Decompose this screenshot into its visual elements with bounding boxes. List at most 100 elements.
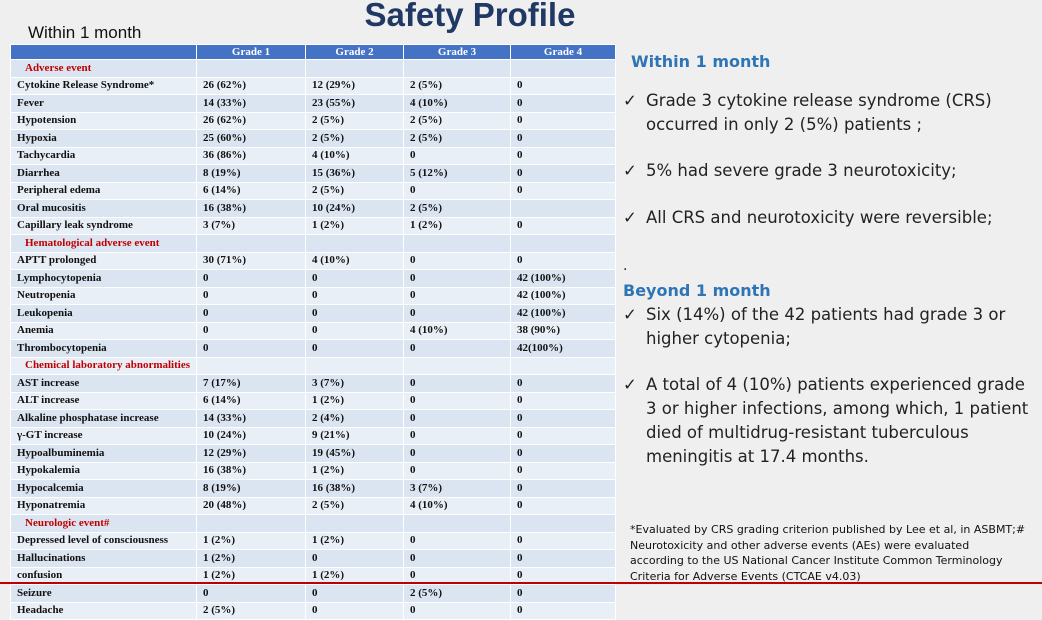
table-cell: 0: [510, 601, 616, 620]
table-cell: 0: [196, 304, 306, 323]
table-cell: 4 (10%): [403, 94, 511, 113]
row-label: γ-GT increase: [10, 426, 197, 445]
row-label: Hypoxia: [10, 129, 197, 148]
table-cell: 3 (7%): [196, 216, 306, 235]
bottom-rule: [0, 582, 1042, 584]
table-cell: 0: [403, 549, 511, 568]
table-cell: 0: [510, 444, 616, 463]
footnote-line: Criteria for Adverse Events (CTCAE v4.03…: [630, 569, 861, 583]
table-row: Hypoalbuminemia 12 (29%) 19 (45%) 0 0: [10, 444, 616, 463]
table-row: Oral mucositis 16 (38%) 10 (24%) 2 (5%): [10, 199, 616, 218]
table-cell: [305, 356, 404, 375]
row-label: ALT increase: [10, 391, 197, 410]
table-cell: 2 (5%): [403, 129, 511, 148]
row-label: Hypoalbuminemia: [10, 444, 197, 463]
table-cell: 0: [305, 584, 404, 603]
table-cell: 0: [403, 391, 511, 410]
section-label: Hematological adverse event: [10, 234, 197, 253]
table-cell: 0: [403, 426, 511, 445]
table-cell: 0: [305, 321, 404, 340]
table-cell: 6 (14%): [196, 391, 306, 410]
table-cell: 42 (100%): [510, 286, 616, 305]
table-cell: 0: [305, 304, 404, 323]
table-row: Fever 14 (33%) 23 (55%) 4 (10%) 0: [10, 94, 616, 113]
table-cell: [403, 356, 511, 375]
table-cell: 0: [305, 269, 404, 288]
check-mark: ✓: [623, 375, 637, 394]
table-cell: [510, 234, 616, 253]
table-cell: 0: [510, 461, 616, 480]
table-cell: 26 (62%): [196, 111, 306, 130]
row-label: Oral mucositis: [10, 199, 197, 218]
table-cell: 1 (2%): [196, 531, 306, 550]
bullet-text: higher cytopenia;: [646, 329, 791, 348]
table-row: Cytokine Release Syndrome* 26 (62%) 12 (29…: [10, 76, 616, 95]
check-mark: ✓: [623, 91, 637, 110]
table-cell: 1 (2%): [305, 531, 404, 550]
table-cell: [196, 59, 306, 78]
table-row: Alkaline phosphatase increase 14 (33%) 2 (…: [10, 409, 616, 428]
bullet-text: A total of 4 (10%) patients experienced …: [646, 375, 1025, 394]
table-cell: 10 (24%): [305, 199, 404, 218]
table-cell: 0: [510, 181, 616, 200]
table-cell: 1 (2%): [305, 566, 404, 585]
table-cell: [305, 234, 404, 253]
table-cell: [403, 59, 511, 78]
table-cell: 0: [403, 374, 511, 393]
table-cell: 25 (60%): [196, 129, 306, 148]
table-row: Hypokalemia 16 (38%) 1 (2%) 0 0: [10, 461, 616, 480]
row-label: Hyponatremia: [10, 496, 197, 515]
table-row: Seizure 0 0 2 (5%) 0: [10, 584, 616, 603]
row-label: Seizure: [10, 584, 197, 603]
table-cell: 0: [510, 216, 616, 235]
table-row: Diarrhea 8 (19%) 15 (36%) 5 (12%) 0: [10, 164, 616, 183]
table-cell: 0: [403, 146, 511, 165]
table-cell: 0: [510, 374, 616, 393]
table-row: Neutropenia 0 0 0 42 (100%): [10, 286, 616, 305]
table-cell: [196, 514, 306, 533]
table-cell: 19 (45%): [305, 444, 404, 463]
table-row: AST increase 7 (17%) 3 (7%) 0 0: [10, 374, 616, 393]
table-cell: 26 (62%): [196, 76, 306, 95]
footnote-line: according to the US National Cancer Inst…: [630, 554, 1003, 567]
table-cell: 9 (21%): [305, 426, 404, 445]
table-cell: [510, 356, 616, 375]
column-header: Grade 3: [403, 44, 511, 60]
table-cell: [510, 514, 616, 533]
table-cell: 7 (17%): [196, 374, 306, 393]
adverse-event-table: Grade 1 Grade 2 Grade 3 Grade 4 Adverse even…: [10, 44, 616, 620]
table-cell: 0: [403, 601, 511, 620]
table-cell: 0: [510, 129, 616, 148]
table-row: γ-GT increase 10 (24%) 9 (21%) 0 0: [10, 426, 616, 445]
table-cell: 12 (29%): [305, 76, 404, 95]
table-cell: [305, 59, 404, 78]
column-header: Grade 1: [196, 44, 306, 60]
table-cell: [403, 514, 511, 533]
table-row: Hypocalcemia 8 (19%) 16 (38%) 3 (7%) 0: [10, 479, 616, 498]
row-label: Hypokalemia: [10, 461, 197, 480]
table-cell: 0: [305, 286, 404, 305]
table-cell: 8 (19%): [196, 479, 306, 498]
table-cell: [403, 234, 511, 253]
table-cell: 0: [403, 339, 511, 358]
section-label: Chemical laboratory abnormalities: [10, 356, 197, 375]
table-cell: 0: [510, 549, 616, 568]
table-cell: 0: [510, 251, 616, 270]
table-cell: 0: [403, 409, 511, 428]
section-label: Neurologic event#: [10, 514, 197, 533]
bullet-item: ✓ 5% had severe grade 3 neurotoxicity;: [623, 159, 957, 183]
row-label: Depressed level of consciousness: [10, 531, 197, 550]
table-cell: 1 (2%): [196, 566, 306, 585]
table-row: Anemia 0 0 4 (10%) 38 (90%): [10, 321, 616, 340]
table-cell: 4 (10%): [403, 496, 511, 515]
bullet-text: Six (14%) of the 42 patients had grade 3…: [646, 305, 1006, 324]
table-cell: 3 (7%): [403, 479, 511, 498]
table-cell: 0: [403, 181, 511, 200]
check-mark: ✓: [623, 208, 637, 227]
table-row: Leukopenia 0 0 0 42 (100%): [10, 304, 616, 323]
table-cell: 1 (2%): [305, 216, 404, 235]
table-row: Capillary leak syndrome 3 (7%) 1 (2%) 1 (2%…: [10, 216, 616, 235]
table-cell: 0: [403, 444, 511, 463]
row-label: Hypocalcemia: [10, 479, 197, 498]
table-cell: 2 (5%): [403, 76, 511, 95]
